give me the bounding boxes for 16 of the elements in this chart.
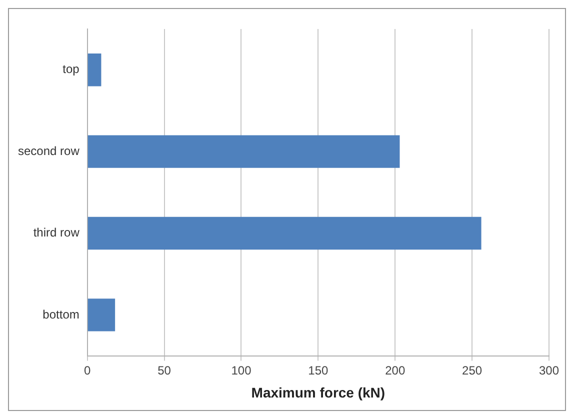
bar bbox=[88, 216, 482, 250]
x-tick-label: 300 bbox=[538, 363, 560, 378]
x-tick-label: 100 bbox=[231, 363, 252, 378]
x-tick-label: 250 bbox=[462, 363, 482, 378]
x-tick-label: 200 bbox=[385, 363, 406, 378]
bar bbox=[88, 54, 102, 86]
y-tick-label: top bbox=[62, 62, 80, 76]
y-tick-label: second row bbox=[18, 144, 80, 158]
x-axis-title: Maximum force (kN) bbox=[251, 384, 386, 400]
y-tick-label: bottom bbox=[42, 307, 80, 322]
y-tick-label: third row bbox=[33, 226, 80, 240]
x-tick-label: 50 bbox=[158, 363, 172, 378]
bar bbox=[88, 135, 400, 168]
x-tick-label: 0 bbox=[84, 363, 92, 378]
bar bbox=[88, 298, 116, 332]
x-tick-label: 150 bbox=[308, 363, 329, 378]
